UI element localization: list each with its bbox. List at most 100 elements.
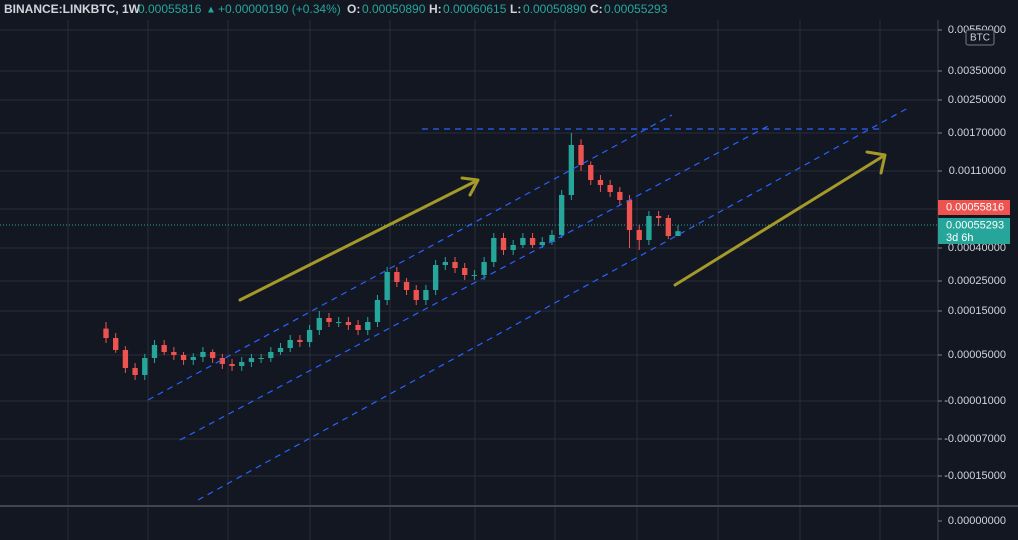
y-tick-label: 0.00025000 [948, 275, 1006, 287]
candle-body [122, 349, 129, 369]
candle-body [588, 165, 594, 180]
y-tick-label: -0.00001000 [944, 395, 1006, 407]
candle-body [248, 357, 255, 362]
candle-body [355, 324, 361, 331]
countdown: 3d 6h [946, 232, 974, 244]
y-tick-label: 0.00170000 [948, 127, 1006, 139]
change-arrow: ▲ [206, 5, 216, 16]
candle-body [374, 299, 381, 322]
high-label: H: [429, 2, 442, 16]
trend-line [197, 107, 909, 501]
candle-body [151, 345, 158, 358]
candle-body [403, 281, 410, 290]
y-tick-label: 0.00350000 [948, 65, 1006, 77]
candle-body [180, 355, 187, 360]
candle-body [617, 191, 623, 200]
candle-body [190, 356, 196, 360]
candle-body [306, 330, 313, 343]
candle-body [626, 199, 633, 231]
candle-body [142, 357, 148, 376]
y-tick-label: -0.00007000 [944, 433, 1006, 445]
arrow [238, 176, 480, 302]
candle-body [113, 338, 119, 350]
candle-body [462, 267, 468, 275]
candle-body [161, 345, 167, 353]
currency: BTC [970, 33, 990, 44]
candle-body [268, 352, 274, 358]
grid [0, 20, 938, 540]
arrow [673, 150, 887, 287]
currency-box [965, 29, 995, 46]
candle-body [636, 230, 642, 241]
candle-body [132, 368, 138, 376]
high: 0.00060615 [443, 2, 507, 16]
price-tag [938, 200, 1010, 215]
drawings [147, 107, 909, 501]
candle-body [336, 322, 342, 323]
candle-body [287, 339, 293, 349]
candle-body [491, 238, 497, 262]
candle-body [529, 238, 536, 245]
candle-body [655, 216, 662, 219]
candle-body [258, 357, 264, 359]
candle-body [646, 216, 652, 241]
change: +0.00000190 (+0.34%) [218, 2, 341, 16]
candle-body [510, 244, 516, 251]
y-tick-label: 0.00015000 [948, 305, 1006, 317]
candle-body [297, 339, 303, 343]
candle-body [539, 242, 545, 245]
candle-body [384, 272, 390, 300]
y-tick-label: 0.00040000 [948, 242, 1006, 254]
candle-body [219, 357, 226, 364]
candle-body [500, 238, 507, 251]
candle-body [316, 317, 322, 331]
candle-body [103, 328, 109, 339]
header: BINANCE:LINKBTC, 1W 0.00055816 ▲ +0.0000… [4, 2, 668, 16]
close-label: C: [590, 2, 603, 16]
candle-body [452, 261, 458, 268]
candle-body [394, 272, 400, 282]
y-tick-label: 0.00250000 [948, 94, 1006, 106]
candle-body [200, 352, 206, 357]
candle-body [277, 348, 284, 353]
low-label: L: [510, 2, 521, 16]
candle-body [675, 231, 681, 237]
y-tick-label: 0.00000000 [948, 515, 1006, 527]
candle-body [209, 352, 216, 358]
candle-body [365, 322, 371, 331]
candle-body [665, 218, 671, 237]
open-label: O: [347, 2, 360, 16]
candle-body [558, 195, 565, 235]
candle-body [471, 274, 478, 276]
candle-body [432, 265, 439, 290]
low: 0.00050890 [523, 2, 587, 16]
candle-body [442, 261, 448, 266]
symbol: BINANCE:LINKBTC, 1W [4, 2, 141, 16]
candle-body [520, 238, 526, 245]
candle-body [423, 290, 429, 300]
price-tag-label: 0.00055816 [946, 201, 1004, 213]
last-price: 0.00055816 [138, 2, 202, 16]
candle-body [549, 234, 555, 243]
candle-body [607, 185, 613, 192]
candle-body [345, 322, 352, 325]
price-tag [938, 218, 1010, 244]
candle-body [568, 145, 575, 196]
y-tick-label: -0.00015000 [944, 470, 1006, 482]
trend-line [179, 124, 771, 441]
candle-body [578, 145, 584, 166]
y-tick-label: 0.00005000 [948, 349, 1006, 361]
candle-body [326, 317, 332, 322]
candles [103, 133, 681, 380]
trend-line [147, 114, 673, 401]
candle-body [413, 290, 419, 300]
close: 0.00055293 [604, 2, 668, 16]
open: 0.00050890 [362, 2, 426, 16]
candle-body [171, 352, 177, 355]
candle-body [597, 179, 604, 186]
candle-body [239, 361, 245, 366]
price-axis: 0.005500000.003500000.002500000.00170000… [938, 24, 1006, 527]
candle-body [229, 363, 235, 366]
